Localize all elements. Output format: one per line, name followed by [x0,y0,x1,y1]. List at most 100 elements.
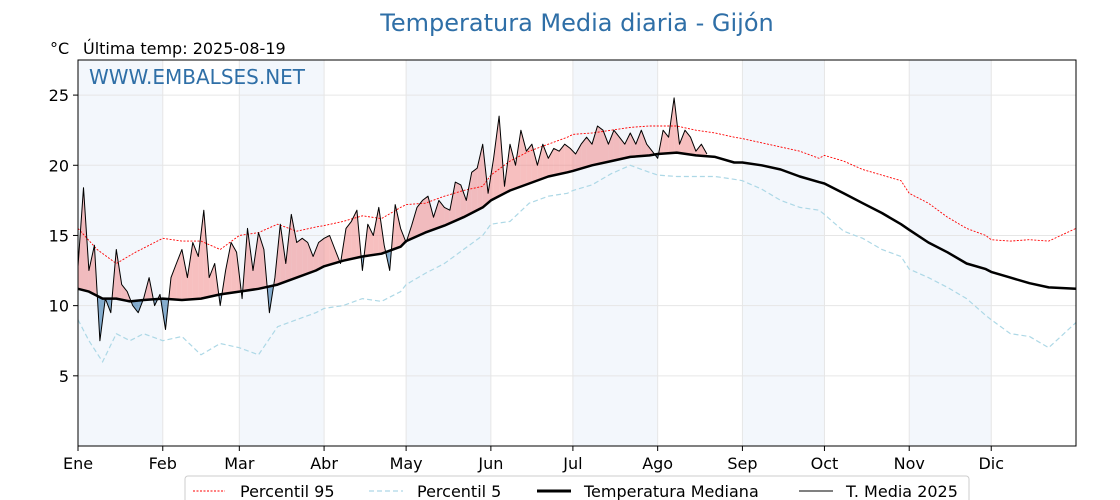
anomaly-fill-above [324,235,330,267]
anomaly-fill-above [679,130,685,154]
anomaly-fill-above [537,144,543,181]
anomaly-fill-above [695,144,702,156]
anomaly-fill-above [422,196,428,234]
month-bands [78,60,992,446]
anomaly-fill-above [307,242,314,274]
legend-label-p5: Percentil 5 [417,482,501,500]
anomaly-fill-above [624,133,631,159]
anomaly-fill-above [510,144,516,191]
watermark: WWW.EMBALSES.NET [89,65,306,89]
anomaly-fill-above [493,116,500,199]
x-tick-label: Dic [978,454,1004,473]
anomaly-fill-above [685,130,691,155]
anomaly-fill-above [367,224,374,256]
y-tick-label: 10 [49,297,69,316]
anomaly-fill-above [181,249,188,300]
anomaly-fill-above [417,200,423,237]
anomaly-fill-above [351,210,357,259]
anomaly-fill-above [646,144,653,156]
y-unit-label: °C [50,39,69,58]
x-tick-label: May [390,454,423,473]
anomaly-fill-above [449,182,456,224]
y-tick-label: 5 [59,367,69,386]
anomaly-fill-below [132,300,139,313]
x-tick-label: Sep [727,454,757,473]
anomaly-fill-above [455,182,461,221]
anomaly-fill-above [296,238,303,278]
x-tick-label: Jun [477,454,503,473]
anomaly-fill-above [247,228,253,291]
anomaly-fill-above [559,144,565,175]
x-tick-label: Ene [63,454,93,473]
legend-label-p95: Percentil 95 [240,482,335,500]
anomaly-fill-above [225,242,232,294]
anomaly-fill-above [116,249,122,300]
anomaly-fill-above [428,196,434,232]
anomaly-fill-above [548,148,554,177]
anomaly-fill-above [586,137,592,167]
anomaly-fill-above [433,200,439,230]
series-line-median [77,151,1077,303]
chart-title: Temperatura Media diaria - Gijón [379,9,773,37]
anomaly-fill-above [630,133,636,157]
anomaly-fill-above [531,144,538,183]
legend-label-current: T. Media 2025 [845,482,958,500]
anomaly-fill-above [171,263,177,300]
x-axis: Ene Feb Mar Abr May Jun Jul Ago Sep Oct Nov Dic [63,446,1004,473]
anomaly-fill-above [471,168,478,213]
anomaly-fill-above [346,221,352,261]
month-band [406,60,491,446]
month-band [742,60,825,446]
anomaly-fill-above [253,232,259,290]
anomaly-fill-above [460,184,467,219]
anomaly-fill-above [515,130,521,189]
anomaly-fill-above [553,148,560,176]
month-band [572,60,658,446]
anomaly-fill-above [231,242,237,293]
plot-frame [77,59,1077,447]
x-tick-label: Abr [310,454,338,473]
anomaly-fill-above [641,130,647,156]
anomaly-fill-above [564,144,571,173]
anomaly-fill-above [520,130,527,187]
series-line-p95 [77,125,1077,265]
anomaly-fill-above [444,207,450,226]
anomaly-fill-above [313,242,319,272]
y-axis: 5 10 15 20 25 [49,86,78,386]
y-tick-label: 15 [49,226,69,245]
x-tick-label: Ago [642,454,673,473]
anomaly-fill-above [477,144,483,211]
x-tick-label: Nov [894,454,925,473]
anomaly-fill-above [438,200,445,228]
x-tick-label: Feb [149,454,177,473]
anomaly-fill-above [466,172,472,216]
anomaly-fill-above [635,130,642,157]
x-tick-label: Mar [224,454,255,473]
x-tick-label: Jul [562,454,582,473]
anomaly-fill-above [192,242,199,300]
anomaly-fill-above [575,144,582,171]
legend-box [184,475,970,500]
anomaly-fill-above [395,204,401,249]
series-line-current [77,97,708,342]
month-band [78,60,163,446]
anomaly-fill-above [526,144,532,185]
anomaly-fill-above [285,214,292,282]
y-tick-label: 25 [49,86,69,105]
anomaly-fill-above [198,210,204,299]
legend-label-median: Temperatura Mediana [583,482,759,500]
anomaly-fill-above [121,284,128,301]
anomaly-fill-above [613,130,620,161]
anomaly-fill-above [411,207,417,239]
y-tick-label: 20 [49,156,69,175]
anomaly-fill-above [291,214,297,280]
last-temp-label: Última temp: 2025-08-19 [83,39,286,58]
anomaly-fill-above [570,148,576,172]
anomaly-fill-above [176,249,182,300]
anomaly-fill-above [280,224,286,284]
x-tick-label: Oct [811,454,839,473]
anomaly-fill-above [592,126,598,166]
anomaly-fill-above [373,207,379,255]
anomaly-fill-above [209,263,215,297]
